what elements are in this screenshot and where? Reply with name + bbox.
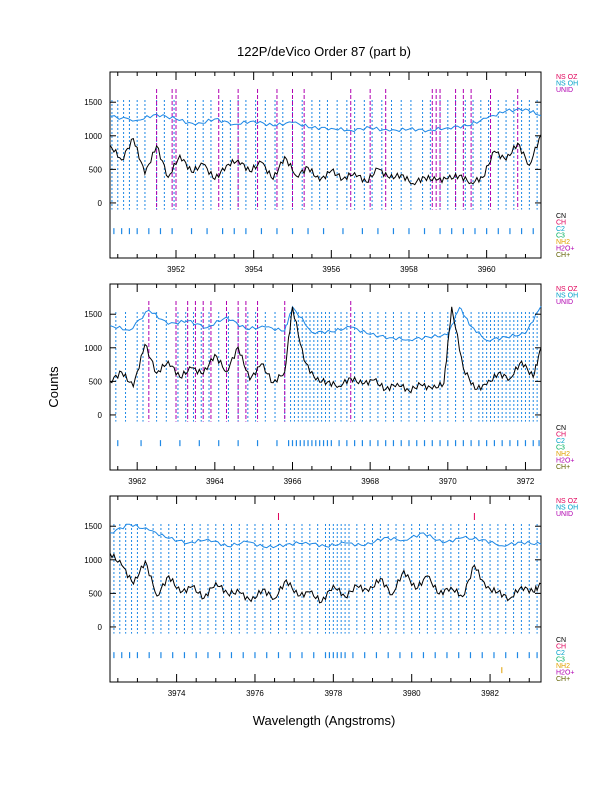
y-tick-label: 1000 bbox=[84, 556, 102, 565]
legend-bottom-entry: NH2 bbox=[556, 239, 570, 246]
x-tick-label: 3970 bbox=[439, 477, 457, 486]
y-tick-label: 1000 bbox=[84, 132, 102, 141]
x-tick-label: 3968 bbox=[361, 477, 379, 486]
x-tick-label: 3958 bbox=[400, 265, 418, 274]
legend-bottom-entry: CN bbox=[556, 425, 566, 432]
series-spectrum bbox=[109, 552, 542, 604]
legend-bottom-entry: C2 bbox=[556, 438, 565, 445]
legend-bottom-entry: CH+ bbox=[556, 252, 570, 259]
x-tick-label: 3960 bbox=[478, 265, 496, 274]
legend-bottom-entry: CH+ bbox=[556, 464, 570, 471]
legend-top-entry: UNID bbox=[556, 511, 573, 518]
x-tick-label: 3974 bbox=[168, 689, 186, 698]
series-spectrum bbox=[109, 134, 542, 186]
legend-bottom-entry: C2 bbox=[556, 226, 565, 233]
series-model bbox=[109, 523, 542, 549]
legend-bottom-entry: C3 bbox=[556, 445, 565, 452]
legend-bottom-entry: CN bbox=[556, 637, 566, 644]
x-tick-label: 3966 bbox=[284, 477, 302, 486]
legend-top-entry: NS OZ bbox=[556, 286, 578, 293]
plot-frame bbox=[109, 71, 542, 259]
y-tick-label: 0 bbox=[98, 623, 103, 632]
x-tick-label: 3976 bbox=[246, 689, 264, 698]
legend-bottom-entry: C3 bbox=[556, 657, 565, 664]
x-axis-label: Wavelength (Angstroms) bbox=[253, 713, 396, 728]
legend-bottom-entry: CH bbox=[556, 644, 566, 651]
y-axis-label: Counts bbox=[46, 366, 61, 408]
y-tick-label: 1000 bbox=[84, 344, 102, 353]
legend-top-entry: UNID bbox=[556, 87, 573, 94]
y-tick-label: 500 bbox=[89, 165, 103, 174]
y-tick-label: 500 bbox=[89, 377, 103, 386]
x-tick-label: 3982 bbox=[481, 689, 499, 698]
legend-bottom-entry: CH+ bbox=[556, 676, 570, 683]
panel-2: 0 500 1000 1500 3962 3964 3966 3968 3970 3972 NS O… bbox=[84, 283, 578, 486]
x-tick-label: 3962 bbox=[128, 477, 146, 486]
legend-bottom-entry: C2 bbox=[556, 650, 565, 657]
y-tick-label: 0 bbox=[98, 411, 103, 420]
plot-frame bbox=[109, 283, 542, 471]
legend-top-entry: NS OH bbox=[556, 505, 578, 512]
x-tick-label: 3954 bbox=[245, 265, 263, 274]
legend-bottom-entry: NH2 bbox=[556, 451, 570, 458]
legend-top-entry: NS OZ bbox=[556, 498, 578, 505]
y-tick-label: 500 bbox=[89, 589, 103, 598]
series-model bbox=[109, 305, 542, 342]
series-spectrum bbox=[109, 306, 542, 394]
y-tick-label: 1500 bbox=[84, 522, 102, 531]
legend-top-entry: UNID bbox=[556, 299, 573, 306]
legend-bottom-entry: C3 bbox=[556, 233, 565, 240]
x-tick-label: 3964 bbox=[206, 477, 224, 486]
series-model bbox=[109, 107, 542, 133]
x-tick-label: 3978 bbox=[324, 689, 342, 698]
x-tick-label: 3980 bbox=[403, 689, 421, 698]
panel-3: 0 500 1000 1500 3974 3976 3978 3980 3982 NS OZNS … bbox=[84, 495, 578, 698]
x-tick-label: 3972 bbox=[517, 477, 535, 486]
y-tick-label: 0 bbox=[98, 199, 103, 208]
legend-bottom-entry: CH bbox=[556, 220, 566, 227]
panel-1: 0 500 1000 1500 3952 3954 3956 3958 3960 NS OZNS … bbox=[84, 71, 578, 274]
legend-bottom-entry: NH2 bbox=[556, 663, 570, 670]
legend-bottom-entry: CN bbox=[556, 213, 566, 220]
legend-top-entry: NS OZ bbox=[556, 74, 578, 81]
legend-top-entry: NS OH bbox=[556, 81, 578, 88]
legend-bottom-entry: CH bbox=[556, 432, 566, 439]
plot-frame bbox=[109, 495, 542, 683]
chart-title: 122P/deVico Order 87 (part b) bbox=[237, 44, 411, 59]
legend-bottom-entry: H2O+ bbox=[556, 670, 574, 677]
x-tick-label: 3956 bbox=[322, 265, 340, 274]
legend-bottom-entry: H2O+ bbox=[556, 458, 574, 465]
legend-bottom-entry: H2O+ bbox=[556, 246, 574, 253]
x-tick-label: 3952 bbox=[167, 265, 185, 274]
y-tick-label: 1500 bbox=[84, 310, 102, 319]
y-tick-label: 1500 bbox=[84, 98, 102, 107]
legend-top-entry: NS OH bbox=[556, 293, 578, 300]
